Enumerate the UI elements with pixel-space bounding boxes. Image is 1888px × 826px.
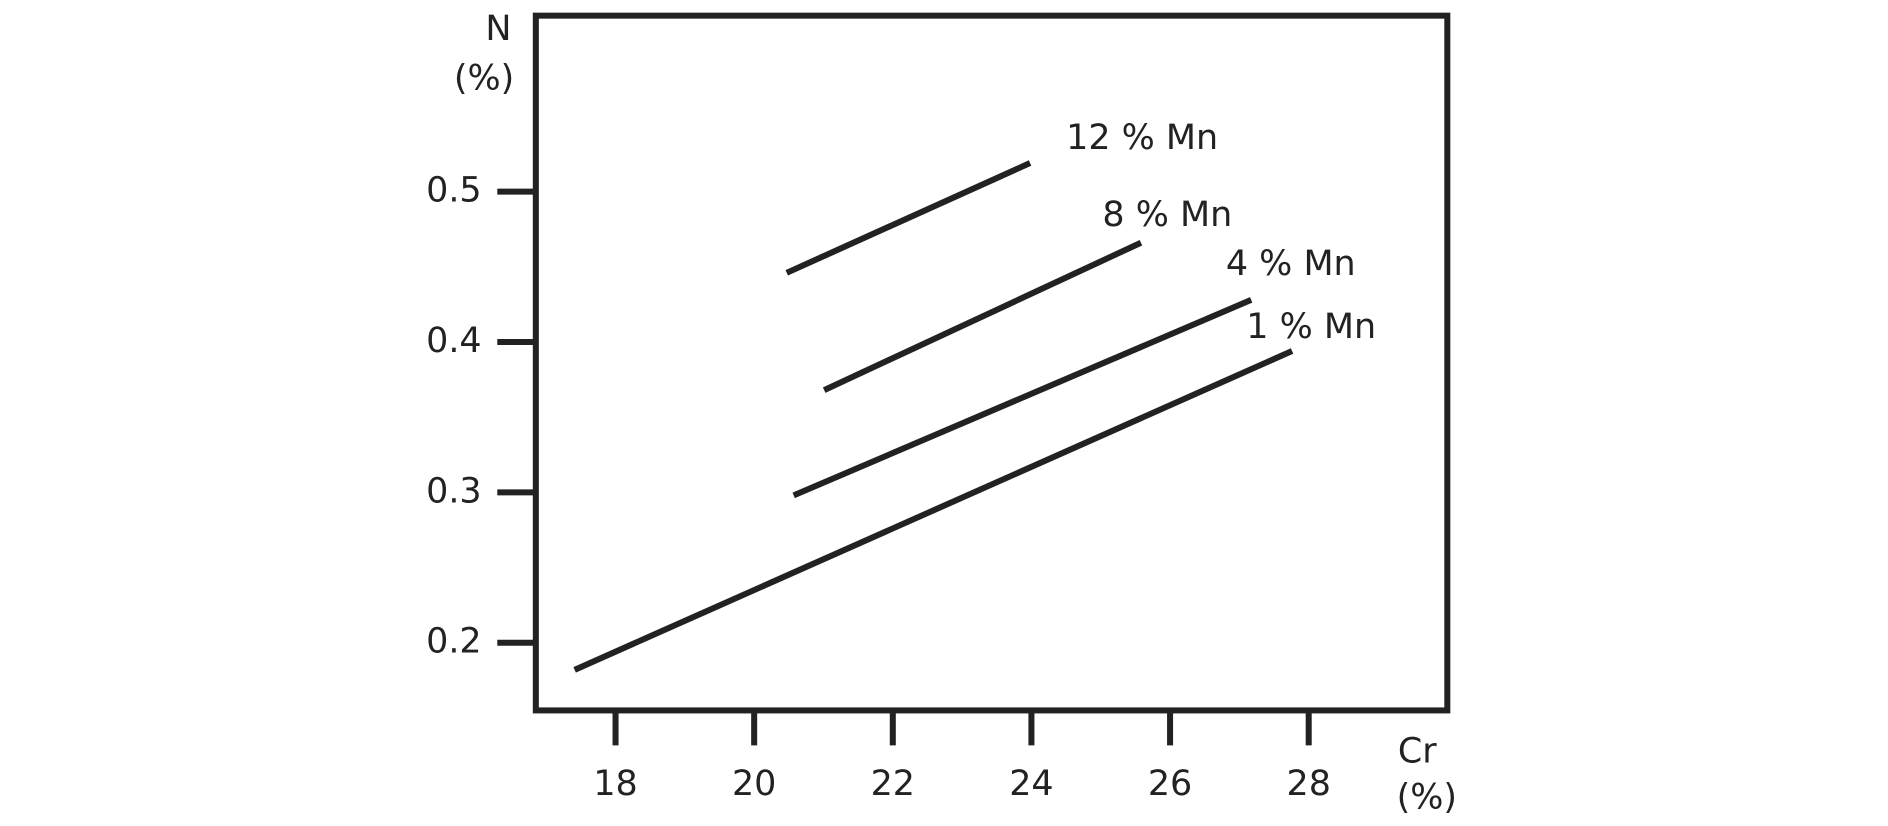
- plot-frame: [532, 12, 1451, 714]
- y-tick-label: 0.3: [426, 471, 482, 511]
- x-tick-label: 28: [1286, 764, 1330, 804]
- x-tick-label: 22: [871, 764, 915, 804]
- series-label: 12 % Mn: [1066, 118, 1218, 158]
- x-tick-label: 26: [1148, 764, 1192, 804]
- x-axis-label: Cr: [1398, 732, 1437, 772]
- series-line: [785, 160, 1032, 276]
- x-tick-label: 20: [732, 764, 776, 804]
- x-axis-label: (%): [1397, 777, 1457, 817]
- x-tick-label: 24: [1009, 764, 1053, 804]
- y-axis-label: (%): [454, 58, 514, 98]
- plot-root: N (%) Cr (%) 18 20 22 24 26 28 0.2 0.3 0.4 0.5 12 …: [426, 9, 1457, 817]
- y-tick-label: 0.2: [426, 622, 482, 662]
- series-label: 1 % Mn: [1246, 307, 1376, 347]
- series-label: 4 % Mn: [1226, 244, 1356, 284]
- series-label: 8 % Mn: [1102, 195, 1232, 235]
- series-line: [822, 240, 1143, 393]
- y-axis-label: N: [485, 9, 511, 49]
- series-line: [792, 297, 1253, 499]
- y-tick-label: 0.4: [426, 321, 482, 361]
- x-tick-label: 18: [593, 764, 637, 804]
- series-line: [573, 348, 1294, 673]
- y-tick-label: 0.5: [426, 171, 482, 211]
